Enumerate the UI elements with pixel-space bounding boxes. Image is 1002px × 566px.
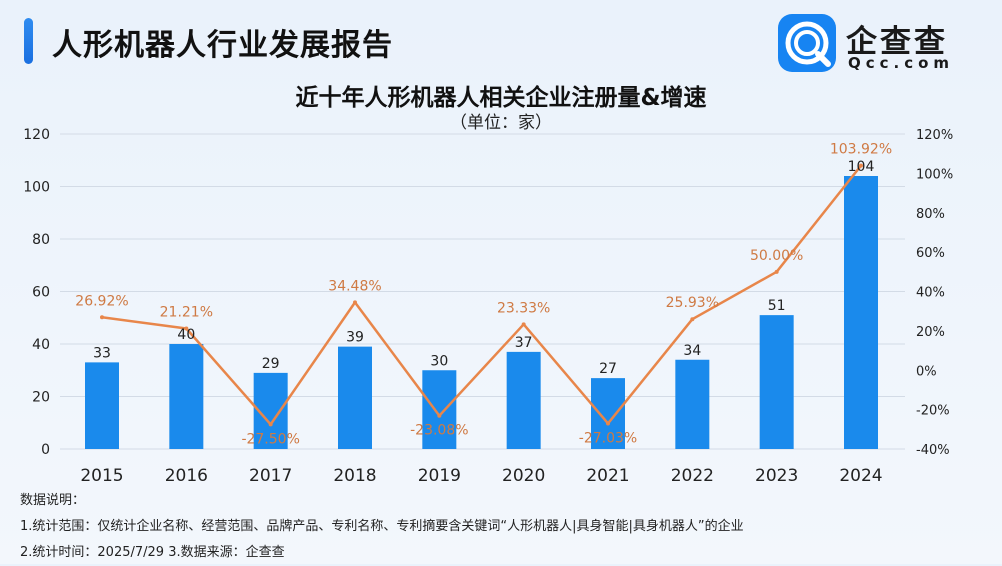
y-right-tick-label: 60% <box>916 246 945 261</box>
line-point <box>184 326 189 331</box>
qcc-logo: 企查查 Qcc.com <box>778 14 978 76</box>
line-point <box>521 322 526 327</box>
qcc-logo-icon <box>778 14 836 72</box>
line-point <box>268 422 273 427</box>
bar-value-label: 33 <box>93 345 111 361</box>
bar <box>675 359 710 449</box>
bar <box>506 351 541 449</box>
title-accent-bar <box>24 18 33 64</box>
bar <box>759 315 794 449</box>
y-left-tick-label: 60 <box>32 285 50 301</box>
bar-value-label: 29 <box>262 356 280 372</box>
line-point <box>690 317 695 322</box>
logo-subtext: Qcc.com <box>848 54 955 72</box>
line-point <box>859 163 863 168</box>
y-left-tick-label: 0 <box>41 442 50 458</box>
y-right-tick-label: 80% <box>916 207 945 222</box>
report-title: 人形机器人行业发展报告 <box>52 28 393 63</box>
line-value-label: 21.21% <box>160 304 213 320</box>
x-tick-label: 2021 <box>586 466 629 486</box>
x-tick-label: 2018 <box>333 466 376 486</box>
line-value-label: 103.92% <box>830 142 892 158</box>
y-left-tick-label: 40 <box>32 337 50 353</box>
logo-text: 企查查 <box>846 24 948 60</box>
y-right-tick-label: 20% <box>916 325 945 340</box>
bar <box>169 344 204 449</box>
y-right-tick-label: 120% <box>916 128 953 143</box>
bar-value-label: 39 <box>346 330 364 346</box>
y-left-tick-label: 20 <box>32 390 50 406</box>
x-tick-label: 2019 <box>418 466 461 486</box>
y-right-tick-label: 100% <box>916 167 953 182</box>
x-tick-label: 2020 <box>502 466 545 486</box>
bar <box>591 378 625 449</box>
x-tick-label: 2024 <box>839 466 882 486</box>
line-point <box>606 421 610 426</box>
line-value-label: 50.00% <box>750 248 803 264</box>
x-tick-label: 2023 <box>755 466 798 486</box>
notes-heading: 数据说明： <box>20 493 86 508</box>
y-right-tick-label: 0% <box>916 364 937 379</box>
x-tick-label: 2017 <box>249 466 292 486</box>
x-tick-label: 2015 <box>80 466 123 486</box>
bar-value-label: 104 <box>848 159 875 175</box>
line-point <box>437 413 442 418</box>
bar-value-label: 51 <box>768 298 786 314</box>
bar-value-label: 34 <box>683 343 701 359</box>
line-value-label: -23.08% <box>410 423 468 439</box>
data-notes: 数据说明： 1.统计范围：仅统计企业名称、经营范围、品牌产品、专利名称、专利摘要… <box>20 488 744 566</box>
y-left-tick-label: 100 <box>23 180 50 196</box>
bar-value-label: 40 <box>177 327 195 343</box>
y-right-tick-label: -40% <box>916 443 950 458</box>
x-tick-label: 2016 <box>165 466 208 486</box>
line-value-label: 26.92% <box>75 293 128 309</box>
bar-value-label: 30 <box>430 353 448 369</box>
bar-value-label: 27 <box>599 361 617 377</box>
line-value-label: -27.03% <box>579 430 637 446</box>
line-value-label: -27.50% <box>241 431 299 447</box>
line-value-label: 25.93% <box>666 295 719 311</box>
y-left-tick-label: 80 <box>32 232 50 248</box>
bar <box>338 346 372 449</box>
chart-title: 近十年人形机器人相关企业注册量&增速 <box>295 85 707 111</box>
y-left-tick-label: 120 <box>23 127 50 143</box>
y-right-tick-label: 40% <box>916 286 945 301</box>
growth-line <box>101 164 862 426</box>
bar <box>844 176 878 449</box>
line-point <box>774 269 779 274</box>
x-tick-label: 2022 <box>671 466 714 486</box>
bar-value-label: 37 <box>515 335 533 351</box>
y-right-tick-label: -20% <box>916 404 950 419</box>
bar <box>422 370 457 449</box>
line-point <box>100 315 104 320</box>
chart-subtitle: （单位：家） <box>450 113 552 133</box>
bar <box>85 362 119 449</box>
notes-line-2: 2.统计时间：2025/7/29 3.数据来源：企查查 <box>20 545 285 560</box>
line-value-label: 34.48% <box>328 278 381 294</box>
line-point <box>353 300 357 305</box>
notes-line-1: 1.统计范围：仅统计企业名称、经营范围、品牌产品、专利名称、专利摘要含关键词“人… <box>20 519 744 534</box>
line-value-label: 23.33% <box>497 300 550 316</box>
